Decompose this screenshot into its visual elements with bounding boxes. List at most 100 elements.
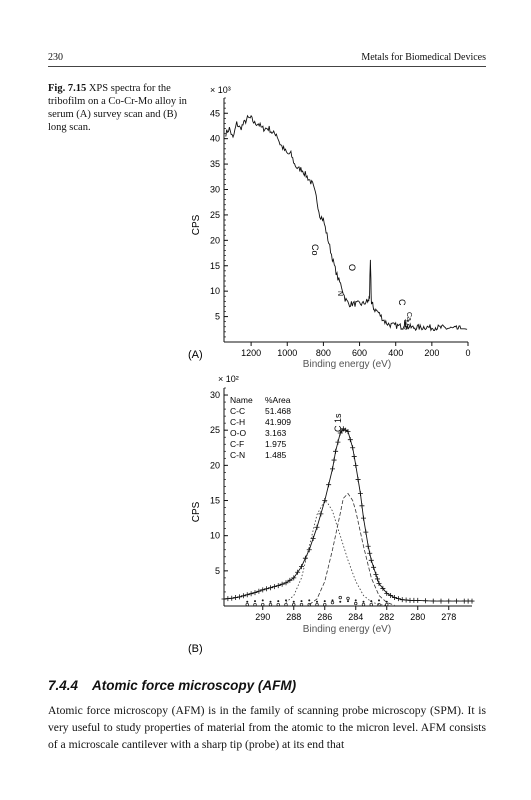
panel-b-component-cc (285, 499, 387, 606)
data-marker (446, 598, 452, 604)
y-tick-label: 30 (210, 390, 220, 400)
minor-component-dot (292, 600, 295, 603)
data-marker (331, 457, 337, 463)
chart-panel-a: × 10³ 5 10 15 20 25 30 35 40 45 1200 1000 800 600 40… (188, 85, 471, 370)
data-marker (373, 571, 379, 577)
panel-b-envelope-line (223, 428, 472, 602)
minor-component-dot (354, 599, 357, 602)
y-tick-label: 5 (215, 312, 220, 322)
y-tick-label: 15 (210, 496, 220, 506)
data-marker (271, 584, 277, 590)
data-marker (322, 498, 328, 504)
minor-component-dot (339, 600, 342, 603)
data-marker (430, 598, 436, 604)
minor-component-dot (245, 602, 249, 607)
data-marker (252, 590, 258, 596)
component-area: 1.975 (265, 439, 287, 449)
y-tick-label: 5 (215, 566, 220, 576)
data-marker (351, 454, 357, 460)
minor-component-dot (276, 602, 280, 607)
body-paragraph: Atomic force microscopy (AFM) is in the … (48, 704, 486, 751)
x-tick-label: 284 (348, 612, 363, 622)
y-tick-label: 35 (210, 159, 220, 169)
minor-component-dot (269, 600, 272, 603)
data-marker (388, 592, 394, 598)
minor-component-dot (292, 602, 296, 607)
data-marker (240, 593, 246, 599)
annotation-n: N (336, 291, 343, 296)
component-area: 51.468 (265, 406, 291, 416)
minor-component-dot (347, 600, 349, 603)
minor-component-dot (307, 602, 311, 607)
data-marker (359, 503, 365, 509)
data-marker (357, 490, 363, 496)
data-marker (335, 439, 341, 445)
data-marker (353, 462, 359, 468)
y-tick-label: 45 (210, 108, 220, 118)
data-marker (326, 482, 332, 488)
data-marker (318, 511, 324, 517)
data-marker (438, 598, 444, 604)
data-marker (345, 429, 351, 435)
panel-b-label: (B) (188, 643, 203, 655)
x-tick-label: 1200 (241, 348, 261, 358)
data-marker (376, 580, 382, 586)
component-name: C-H (230, 417, 245, 427)
table-header-name: Name (230, 395, 253, 405)
panel-b-data-markers (221, 426, 475, 604)
section-heading: 7.4.4 Atomic force microscopy (AFM) (48, 678, 296, 693)
table-header-area: %Area (265, 395, 291, 405)
y-tick-label: 30 (210, 185, 220, 195)
minor-component-dot (253, 602, 257, 607)
component-area: 41.909 (265, 417, 291, 427)
component-name: C-F (230, 439, 244, 449)
annotation-ca: Ca (405, 312, 412, 321)
data-marker (367, 550, 373, 556)
minor-component-dot (246, 600, 249, 603)
data-marker (392, 595, 397, 601)
minor-component-dot (378, 599, 380, 602)
figure-7-15: × 10³ 5 10 15 20 25 30 35 40 45 1200 1000 800 600 40… (188, 85, 475, 655)
panel-a-y-ticks: 5 10 15 20 25 30 35 40 45 (210, 97, 228, 343)
x-tick-label: 280 (410, 612, 425, 622)
data-marker (314, 524, 320, 530)
data-marker (233, 595, 239, 601)
annotation-c: C (397, 299, 407, 306)
peak-label-c1s: C 1s (333, 413, 343, 432)
minor-component-dot (338, 595, 342, 600)
data-marker (469, 598, 475, 604)
y-tick-label: 20 (210, 235, 220, 245)
panel-b-multiplier: × 10² (218, 374, 239, 384)
data-marker (295, 569, 301, 575)
header-rule (48, 66, 486, 67)
minor-component-dot (370, 600, 373, 603)
minor-component-dot (369, 602, 373, 607)
data-marker (350, 445, 356, 451)
minor-component-dot (285, 599, 287, 602)
minor-component-dot (377, 602, 381, 607)
data-marker (384, 590, 390, 596)
data-marker (279, 581, 285, 587)
minor-component-dot (299, 602, 304, 607)
running-title: Metals for Biomedical Devices (361, 52, 486, 63)
data-marker (256, 588, 262, 594)
data-marker (361, 515, 366, 521)
data-marker (287, 577, 293, 583)
panel-b-component-ch (309, 492, 395, 606)
minor-component-dot (385, 602, 389, 607)
data-marker (368, 557, 374, 563)
component-name: C-N (230, 450, 245, 460)
data-marker (229, 595, 235, 601)
figure-caption: Fig. 7.15 XPS spectra for the tribofilm … (48, 82, 188, 134)
page-number: 230 (48, 52, 63, 63)
component-name: C-C (230, 406, 245, 416)
y-tick-label: 10 (210, 531, 220, 541)
minor-component-dot (362, 600, 365, 603)
minor-component-dot (300, 600, 303, 603)
minor-component-dot (354, 601, 358, 606)
data-marker (283, 580, 289, 586)
y-tick-label: 25 (210, 210, 220, 220)
minor-component-dot (323, 602, 327, 607)
data-marker (365, 543, 371, 549)
